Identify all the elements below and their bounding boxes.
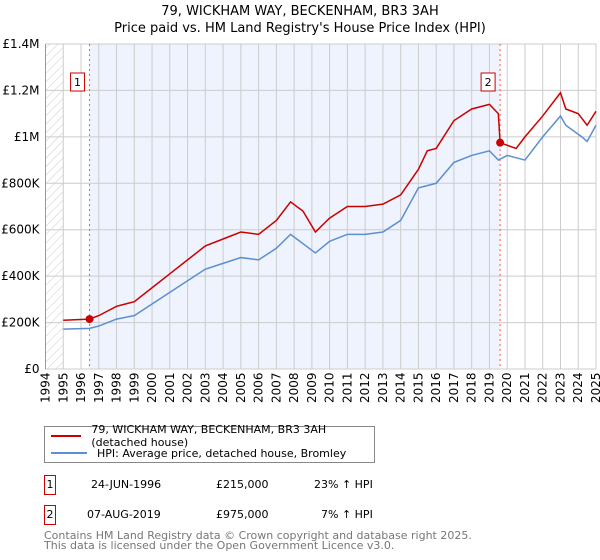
x-tick-label: 2000 <box>145 372 159 403</box>
x-tick-label: 2020 <box>500 372 514 403</box>
sale-label-box <box>70 72 86 92</box>
x-tick-label: 1995 <box>56 372 70 403</box>
sale-hpi-diff: 23% ↑ HPI <box>314 478 373 491</box>
hpi-line <box>63 114 597 330</box>
y-tick-label: £400K <box>1 269 41 283</box>
x-tick-label: 2005 <box>234 372 248 403</box>
x-tick-label: 1999 <box>127 372 141 403</box>
legend-swatch-hpi <box>51 452 87 454</box>
x-tick-label: 2003 <box>198 372 212 403</box>
footer-licence: This data is licensed under the Open Gov… <box>44 539 395 552</box>
x-tick-label: 2019 <box>482 372 496 403</box>
x-tick-label: 2010 <box>323 372 337 403</box>
sale-row: 1 24-JUN-1996 £215,000 23% ↑ HPI <box>44 475 444 495</box>
y-tick-label: £1.2M <box>2 83 39 97</box>
x-tick-label: 2021 <box>518 372 532 403</box>
x-tick-label: 2023 <box>553 372 567 403</box>
x-tick-label: 1994 <box>39 372 53 403</box>
chart-title: 79, WICKHAM WAY, BECKENHAM, BR3 3AH <box>161 4 439 19</box>
x-tick-label: 2009 <box>305 372 319 403</box>
sale-label: 2 <box>485 76 492 89</box>
y-tick-label: £600K <box>1 223 41 237</box>
x-tick-label: 2006 <box>252 372 266 403</box>
sale-marker-badge: 1 <box>44 475 56 495</box>
sale-label-box <box>480 72 496 92</box>
x-tick-label: 2007 <box>269 372 283 403</box>
x-tick-label: 2004 <box>216 372 230 403</box>
x-tick-label: 2015 <box>411 372 425 403</box>
sale-marker-badge: 2 <box>44 505 56 525</box>
legend-label-hpi: HPI: Average price, detached house, Brom… <box>97 446 347 460</box>
x-tick-label: 2011 <box>340 372 354 403</box>
sale-date: 07-AUG-2019 <box>87 508 161 521</box>
x-tick-label: 2017 <box>447 372 461 403</box>
y-tick-label: £200K <box>1 316 41 330</box>
x-tick-label: 1997 <box>92 372 106 403</box>
x-tick-label: 2022 <box>536 372 550 403</box>
x-tick-label: 1998 <box>110 372 124 403</box>
property-price-line <box>63 91 597 321</box>
sale-price: £215,000 <box>216 478 269 491</box>
x-tick-label: 2016 <box>429 372 443 403</box>
y-tick-label: £1M <box>14 130 40 144</box>
sale-point <box>496 138 505 147</box>
footer-copyright: Contains HM Land Registry data © Crown c… <box>44 529 472 542</box>
x-tick-label: 2012 <box>358 372 372 403</box>
y-tick-label: £1.4M <box>2 37 39 51</box>
legend-item-hpi: HPI: Average price, detached house, Brom… <box>51 445 346 461</box>
x-tick-label: 2001 <box>163 372 177 403</box>
pre-data-hatch <box>45 44 64 369</box>
x-tick-label: 2008 <box>287 372 301 403</box>
x-tick-label: 1996 <box>74 372 88 403</box>
y-tick-label: £800K <box>1 176 41 190</box>
legend: 79, WICKHAM WAY, BECKENHAM, BR3 3AH (det… <box>44 423 375 463</box>
chart-subtitle: Price paid vs. HM Land Registry's House … <box>114 21 486 36</box>
x-tick-label: 2013 <box>376 372 390 403</box>
x-tick-label: 2018 <box>465 372 479 403</box>
y-tick-label: £0 <box>24 362 39 376</box>
sale-row: 2 07-AUG-2019 £975,000 7% ↑ HPI <box>44 505 444 525</box>
x-tick-label: 2025 <box>589 372 600 403</box>
legend-item-property: 79, WICKHAM WAY, BECKENHAM, BR3 3AH (det… <box>51 423 374 449</box>
sale-label: 1 <box>74 76 81 89</box>
sale-point <box>85 315 94 324</box>
x-tick-label: 2014 <box>394 372 408 403</box>
price-chart: 1994 1995 1996 1997 1998 1999 2000 2001 2002 2003… <box>1 37 600 403</box>
x-tick-label: 2002 <box>181 372 195 403</box>
ownership-shade <box>89 44 501 369</box>
x-tick-label: 2024 <box>571 372 585 403</box>
legend-swatch-property <box>51 435 82 437</box>
footer: Contains HM Land Registry data © Crown c… <box>44 529 472 552</box>
sale-price: £975,000 <box>216 508 269 521</box>
sale-date: 24-JUN-1996 <box>91 478 162 491</box>
legend-label-property: 79, WICKHAM WAY, BECKENHAM, BR3 3AH (det… <box>91 423 327 449</box>
sale-hpi-diff: 7% ↑ HPI <box>321 508 373 521</box>
